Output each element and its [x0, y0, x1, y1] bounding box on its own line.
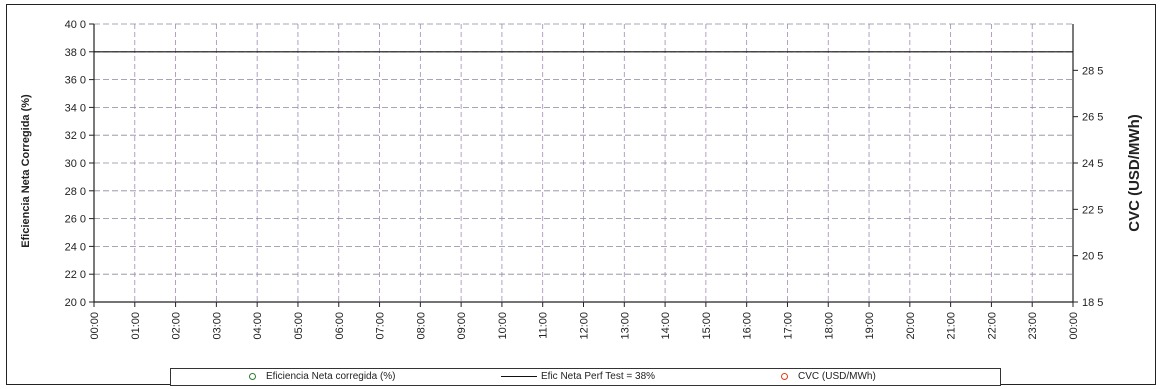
axis-layer [89, 23, 1078, 307]
y-axis-title: Eficiencia Neta Corregida (%) [20, 94, 32, 248]
x-tick-label: 21:00 [946, 312, 958, 340]
y-tick-label: 40 0 [65, 19, 86, 31]
x-tick-label: 15:00 [701, 312, 713, 340]
y2-axis-title: CVC (USD/MWh) [1126, 114, 1143, 231]
x-tick-label: 01:00 [130, 312, 142, 340]
x-tick-label: 19:00 [864, 312, 876, 340]
x-tick-label: 13:00 [619, 312, 631, 340]
y2-tick-label: 18 5 [1082, 297, 1103, 309]
x-tick-label: 16:00 [742, 312, 754, 340]
legend-marker-line-icon [501, 376, 537, 377]
y2-tick-label: 26 5 [1082, 112, 1103, 124]
x-tick-label: 07:00 [375, 312, 387, 340]
x-tick-label: 00:00 [1068, 312, 1080, 340]
x-tick-label: 23:00 [1027, 312, 1039, 340]
y-tick-label: 24 0 [65, 241, 86, 253]
y-tick-label: 28 0 [65, 186, 86, 198]
y-tick-label: 26 0 [65, 214, 86, 226]
legend: Eficiencia Neta corregida (%) Efic Neta … [170, 368, 1001, 386]
grid-layer [94, 23, 1073, 303]
x-tick-label: 18:00 [823, 312, 835, 340]
legend-item-perf-test: Efic Neta Perf Test = 38% [501, 371, 655, 382]
x-tick-label: 06:00 [334, 312, 346, 340]
x-tick-label: 09:00 [456, 312, 468, 340]
y-tick-label: 38 0 [65, 47, 86, 59]
x-tick-label: 05:00 [293, 312, 305, 340]
y2-tick-label: 20 5 [1082, 251, 1103, 263]
y-tick-label: 36 0 [65, 75, 86, 87]
y2-tick-label: 24 5 [1082, 158, 1103, 170]
x-tick-label: 14:00 [660, 312, 672, 340]
y-tick-label: 30 0 [65, 158, 86, 170]
x-tick-label: 12:00 [579, 312, 591, 340]
legend-marker-green-circle-icon [249, 373, 256, 380]
legend-label: Efic Neta Perf Test = 38% [541, 371, 656, 382]
legend-item-cvc: CVC (USD/MWh) [781, 371, 876, 382]
x-tick-label: 11:00 [538, 312, 550, 339]
y-tick-label: 32 0 [65, 130, 86, 142]
legend-label: CVC (USD/MWh) [798, 371, 876, 382]
y-tick-label: 22 0 [65, 269, 86, 281]
x-tick-label: 00:00 [89, 312, 101, 340]
y-tick-label: 20 0 [65, 297, 86, 309]
x-tick-label: 17:00 [782, 312, 794, 340]
x-tick-label: 03:00 [211, 312, 223, 340]
x-tick-label: 02:00 [171, 312, 183, 340]
x-tick-label: 20:00 [905, 312, 917, 340]
y2-tick-label: 22 5 [1082, 204, 1103, 216]
legend-item-eficiencia: Eficiencia Neta corregida (%) [249, 371, 396, 382]
x-tick-label: 08:00 [415, 312, 427, 340]
chart-svg: 20 0 22 0 24 0 26 0 28 0 30 0 32 0 34 0 36 0 38 0… [20, 19, 1143, 340]
legend-marker-red-circle-icon [781, 373, 788, 380]
y-tick-label: 34 0 [65, 102, 86, 114]
x-tick-label: 22:00 [986, 312, 998, 340]
legend-label: Eficiencia Neta corregida (%) [266, 371, 396, 382]
chart-frame: 20 0 22 0 24 0 26 0 28 0 30 0 32 0 34 0 36 0 38 0… [6, 4, 1156, 386]
x-tick-label: 04:00 [252, 312, 264, 340]
label-layer: 20 0 22 0 24 0 26 0 28 0 30 0 32 0 34 0 36 0 38 0… [20, 19, 1143, 340]
x-tick-label: 10:00 [497, 312, 509, 340]
y2-tick-label: 28 5 [1082, 65, 1103, 77]
